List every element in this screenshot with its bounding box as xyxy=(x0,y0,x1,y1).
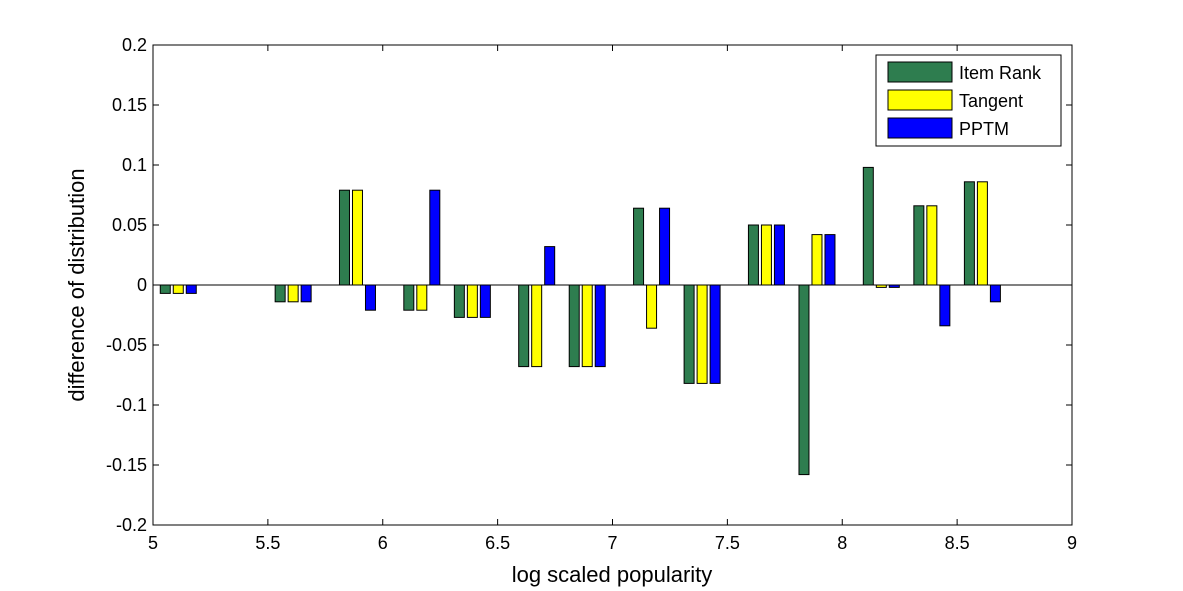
y-ticks: -0.2 -0.15 -0.1 -0.05 0 0.05 0.1 0.15 0.2 xyxy=(106,35,1072,535)
bar-item-rank-5 xyxy=(518,284,530,368)
bar-item-rank-10 xyxy=(798,284,810,476)
bar-item-rank-7 xyxy=(633,207,645,286)
bar-item-rank-13 xyxy=(963,181,975,286)
legend-swatch-tangent xyxy=(887,89,953,111)
x-ticks: 5 5.5 6 6.5 7 7.5 8 8.5 9 xyxy=(148,45,1077,553)
y-tick-label: -0.05 xyxy=(106,335,147,355)
legend-label-pptm: PPTM xyxy=(959,119,1009,139)
bar-pptm-3 xyxy=(429,189,441,286)
bar-pptm-10 xyxy=(824,234,836,286)
bar-tangent-8 xyxy=(696,284,708,384)
bar-pptm-5 xyxy=(544,246,556,286)
bar-tangent-5 xyxy=(531,284,543,368)
bar-tangent-9 xyxy=(760,224,772,286)
bar-item-rank-0 xyxy=(159,284,171,294)
bar-tangent-7 xyxy=(646,284,658,329)
bar-item-rank-6 xyxy=(568,284,580,368)
bar-pptm-4 xyxy=(479,284,491,318)
bar-item-rank-8 xyxy=(683,284,695,384)
bar-pptm-8 xyxy=(709,284,721,384)
bar-item-rank-3 xyxy=(403,284,415,311)
bar-pptm-13 xyxy=(989,284,1001,303)
bar-item-rank-11 xyxy=(862,166,874,286)
bar-item-rank-2 xyxy=(338,189,350,286)
legend-swatch-item-rank xyxy=(887,61,953,83)
y-tick-label: 0.05 xyxy=(112,215,147,235)
y-tick-label: 0.2 xyxy=(122,35,147,55)
bar-pptm-9 xyxy=(773,224,785,286)
bar-pptm-12 xyxy=(939,284,951,327)
bar-tangent-12 xyxy=(926,205,938,286)
bar-pptm-6 xyxy=(594,284,606,368)
legend: Item Rank Tangent PPTM xyxy=(875,54,1062,147)
bar-tangent-13 xyxy=(976,181,988,286)
legend-label-tangent: Tangent xyxy=(959,91,1023,111)
bar-tangent-0 xyxy=(172,284,184,294)
x-tick-label: 7 xyxy=(607,533,617,553)
bar-tangent-4 xyxy=(466,284,478,318)
bar-item-rank-12 xyxy=(913,205,925,286)
bar-item-rank-9 xyxy=(747,224,759,286)
y-tick-label: 0.15 xyxy=(112,95,147,115)
y-tick-label: 0 xyxy=(137,275,147,295)
x-tick-label: 9 xyxy=(1067,533,1077,553)
bar-pptm-2 xyxy=(364,284,376,311)
y-tick-label: -0.15 xyxy=(106,455,147,475)
bar-pptm-7 xyxy=(659,207,671,286)
y-tick-label: -0.2 xyxy=(116,515,147,535)
bar-pptm-1 xyxy=(300,284,312,303)
x-tick-label: 5 xyxy=(148,533,158,553)
y-tick-label: 0.1 xyxy=(122,155,147,175)
bar-tangent-1 xyxy=(287,284,299,303)
y-tick-label: -0.1 xyxy=(116,395,147,415)
bar-pptm-0 xyxy=(185,284,197,294)
y-axis-title: difference of distribution xyxy=(64,168,89,401)
bar-tangent-10 xyxy=(811,234,823,286)
x-tick-label: 8 xyxy=(837,533,847,553)
bar-item-rank-1 xyxy=(274,284,286,303)
x-axis-title: log scaled popularity xyxy=(512,562,713,587)
bar-tangent-2 xyxy=(351,189,363,286)
x-tick-label: 5.5 xyxy=(255,533,280,553)
legend-swatch-pptm xyxy=(887,117,953,139)
bar-tangent-3 xyxy=(416,284,428,311)
x-tick-label: 7.5 xyxy=(715,533,740,553)
x-tick-label: 6.5 xyxy=(485,533,510,553)
legend-label-item-rank: Item Rank xyxy=(959,63,1042,83)
bar-item-rank-4 xyxy=(453,284,465,318)
bar-tangent-6 xyxy=(581,284,593,368)
x-tick-label: 6 xyxy=(378,533,388,553)
x-tick-label: 8.5 xyxy=(945,533,970,553)
